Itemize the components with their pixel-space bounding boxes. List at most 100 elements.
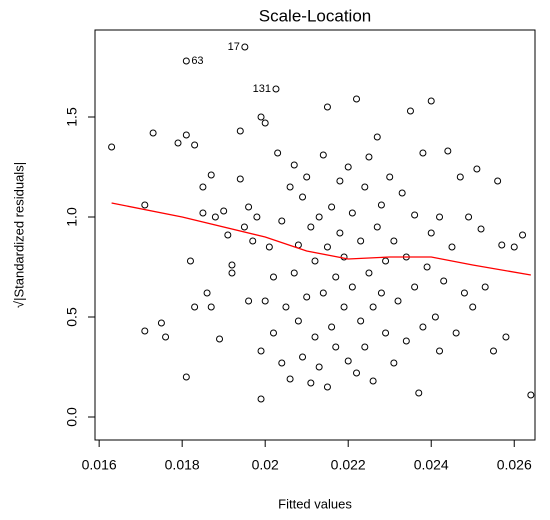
point: [469, 303, 477, 311]
point: [373, 223, 381, 231]
point: [328, 203, 336, 211]
point: [191, 303, 199, 311]
point: [398, 189, 406, 197]
point: [224, 231, 232, 239]
point: [323, 383, 331, 391]
point: [498, 241, 506, 249]
point: [361, 343, 369, 351]
point: [502, 333, 510, 341]
point: [336, 229, 344, 237]
point: [311, 333, 319, 341]
point: [431, 313, 439, 321]
point: [315, 213, 323, 221]
point: [336, 177, 344, 185]
point: [444, 147, 452, 155]
point: [377, 201, 385, 209]
point: [141, 327, 149, 335]
point: [319, 151, 327, 159]
x-tick-label: 0.024: [414, 457, 449, 473]
point: [211, 213, 219, 221]
point: [489, 347, 497, 355]
point: [519, 231, 527, 239]
point: [307, 379, 315, 387]
point: [465, 213, 473, 221]
point: [261, 119, 269, 127]
y-tick-label: 0.0: [64, 407, 80, 427]
point: [245, 203, 253, 211]
point: [527, 391, 535, 399]
point: [357, 317, 365, 325]
x-tick-label: 0.016: [82, 457, 117, 473]
point: [481, 283, 489, 291]
point: [436, 347, 444, 355]
point: [323, 103, 331, 111]
point: [328, 323, 336, 331]
point: [344, 163, 352, 171]
point-label: 63: [191, 55, 203, 67]
y-tick-label: 1.0: [64, 207, 80, 227]
point: [228, 261, 236, 269]
point: [207, 303, 215, 311]
x-tick-label: 0.022: [331, 457, 366, 473]
point: [353, 95, 361, 103]
point: [282, 303, 290, 311]
point: [440, 277, 448, 285]
point: [199, 209, 207, 217]
point: [249, 237, 257, 245]
point: [257, 113, 265, 121]
point: [149, 129, 157, 137]
point: [390, 237, 398, 245]
point: [473, 165, 481, 173]
point: [261, 297, 269, 305]
point: [369, 303, 377, 311]
point: [108, 143, 116, 151]
point: [236, 175, 244, 183]
point: [361, 183, 369, 191]
point: [186, 257, 194, 265]
point: [228, 269, 236, 277]
point: [162, 333, 170, 341]
point-label: 17: [228, 41, 240, 53]
point: [265, 243, 273, 251]
point: [373, 133, 381, 141]
point-label: 131: [253, 83, 271, 95]
point: [274, 149, 282, 157]
point: [286, 375, 294, 383]
point: [332, 343, 340, 351]
point: [236, 127, 244, 135]
point: [240, 223, 248, 231]
point: [299, 353, 307, 361]
point: [299, 193, 307, 201]
point: [216, 335, 224, 343]
plot-frame: [94, 29, 536, 441]
point: [436, 213, 444, 221]
point: [423, 263, 431, 271]
point: [406, 107, 414, 115]
point: [286, 183, 294, 191]
point: [182, 131, 190, 139]
x-tick-label: 0.026: [497, 457, 532, 473]
point: [427, 229, 435, 237]
point: [386, 173, 394, 181]
point: [141, 201, 149, 209]
x-axis-label: Fitted values: [278, 496, 352, 511]
point: [510, 243, 518, 251]
point: [269, 329, 277, 337]
point: [303, 173, 311, 181]
point: [182, 57, 190, 65]
point: [269, 273, 277, 281]
point: [257, 395, 265, 403]
point: [257, 347, 265, 355]
point: [278, 359, 286, 367]
point: [357, 237, 365, 245]
point: [311, 257, 319, 265]
point: [290, 161, 298, 169]
point: [419, 323, 427, 331]
y-tick-label: 1.5: [64, 107, 80, 127]
point: [348, 283, 356, 291]
point: [157, 319, 165, 327]
point: [390, 359, 398, 367]
point: [182, 373, 190, 381]
